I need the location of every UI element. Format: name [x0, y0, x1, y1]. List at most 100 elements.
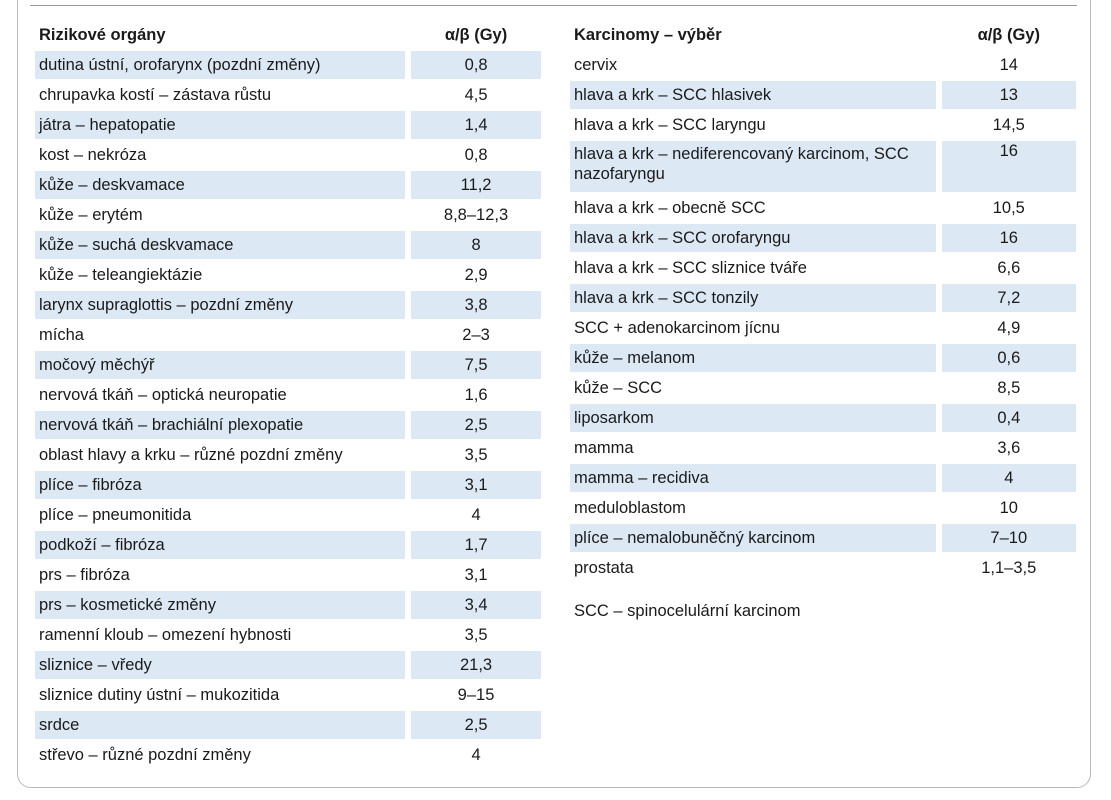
column-header-alpha-beta: α/β (Gy)	[977, 26, 1040, 44]
organs-at-risk-table: Rizikové orgány α/β (Gy) dutina ústní, o…	[35, 19, 541, 771]
row-value: 3,1	[411, 471, 541, 499]
table-header-row: Rizikové orgány α/β (Gy)	[35, 21, 541, 49]
row-label: kůže – deskvamace	[35, 171, 406, 199]
table-row: hlava a krk – SCC orofaryngu 16	[570, 224, 1076, 252]
row-value: 0,4	[941, 404, 1076, 432]
row-value: 10,5	[992, 199, 1025, 217]
table-row: chrupavka kostí – zástava růstu 4,5	[35, 81, 541, 109]
row-value: 1,4	[411, 111, 541, 139]
row-value: 3,6	[997, 439, 1021, 457]
row-value: 16	[941, 141, 1076, 192]
row-value: 0,8	[464, 146, 488, 164]
row-label: ramenní kloub – omezení hybnosti	[39, 626, 292, 644]
table-row: mamma 3,6	[570, 434, 1076, 462]
column-header-carcinoma: Karcinomy – výběr	[574, 26, 722, 44]
table-row: SCC + adenokarcinom jícnu 4,9	[570, 314, 1076, 342]
row-label: játra – hepatopatie	[35, 111, 406, 139]
table-row: nervová tkáň – optická neuropatie 1,6	[35, 381, 541, 409]
row-label: hlava a krk – obecně SCC	[574, 199, 766, 217]
row-value: 21,3	[411, 651, 541, 679]
table-row: kůže – SCC 8,5	[570, 374, 1076, 402]
table-row: plíce – fibróza 3,1	[35, 471, 541, 499]
table-row: cervix 14	[570, 51, 1076, 79]
row-value: 3,4	[411, 591, 541, 619]
table-row: kůže – suchá deskvamace 8	[35, 231, 541, 259]
row-value: 7,5	[411, 351, 541, 379]
table-row: sliznice – vředy 21,3	[35, 651, 541, 679]
column-header-organ: Rizikové orgány	[39, 26, 166, 44]
table-row: kůže – teleangiektázie 2,9	[35, 261, 541, 289]
row-value: 7–10	[941, 524, 1076, 552]
table-row: prostata 1,1–3,5	[570, 554, 1076, 582]
row-label: plíce – pneumonitida	[39, 506, 192, 524]
row-label: meduloblastom	[574, 499, 686, 517]
table-row: hlava a krk – SCC tonzily 7,2	[570, 284, 1076, 312]
row-label: hlava a krk – SCC tonzily	[570, 284, 936, 312]
table-row: mícha 2–3	[35, 321, 541, 349]
row-value: 8	[411, 231, 541, 259]
row-label: kůže – suchá deskvamace	[35, 231, 406, 259]
table-row: kůže – deskvamace 11,2	[35, 171, 541, 199]
row-value: 3,5	[464, 626, 488, 644]
table-row: ramenní kloub – omezení hybnosti 3,5	[35, 621, 541, 649]
row-label: kůže – teleangiektázie	[39, 266, 203, 284]
footnote: SCC – spinocelulární karcinom	[574, 602, 801, 620]
row-label: prs – kosmetické změny	[35, 591, 406, 619]
row-value: 7,2	[941, 284, 1076, 312]
row-value: 2–3	[462, 326, 490, 344]
row-value: 14,5	[992, 116, 1025, 134]
row-label: podkoží – fibróza	[35, 531, 406, 559]
table-row: srdce 2,5	[35, 711, 541, 739]
row-value: 9–15	[457, 686, 495, 704]
row-label: kůže – erytém	[39, 206, 143, 224]
row-label: hlava a krk – SCC hlasivek	[570, 81, 936, 109]
row-value: 8,8–12,3	[443, 206, 509, 224]
row-label: dutina ústní, orofarynx (pozdní změny)	[35, 51, 406, 79]
row-label: kůže – SCC	[574, 379, 663, 397]
row-label: plíce – nemalobuněčný karcinom	[570, 524, 936, 552]
table-row: podkoží – fibróza 1,7	[35, 531, 541, 559]
row-label: kost – nekróza	[39, 146, 147, 164]
row-value: 13	[941, 81, 1076, 109]
table-row: játra – hepatopatie 1,4	[35, 111, 541, 139]
table-row: nervová tkáň – brachiální plexopatie 2,5	[35, 411, 541, 439]
row-value: 3,1	[464, 566, 488, 584]
table-row: dutina ústní, orofarynx (pozdní změny) 0,…	[35, 51, 541, 79]
row-label: prs – fibróza	[39, 566, 130, 584]
row-value: 8,5	[997, 379, 1021, 397]
row-label: chrupavka kostí – zástava růstu	[39, 86, 272, 104]
row-label: nervová tkáň – brachiální plexopatie	[35, 411, 406, 439]
row-label: kůže – melanom	[570, 344, 936, 372]
table-row: močový měchýř 7,5	[35, 351, 541, 379]
table-row: hlava a krk – SCC laryngu 14,5	[570, 111, 1076, 139]
row-value: 4	[471, 506, 481, 524]
row-label: hlava a krk – SCC sliznice tváře	[574, 259, 807, 277]
row-value: 11,2	[411, 171, 541, 199]
row-label: sliznice – vředy	[35, 651, 406, 679]
table-row: kost – nekróza 0,8	[35, 141, 541, 169]
row-label: cervix	[574, 56, 618, 74]
table-row: oblast hlavy a krku – různé pozdní změny…	[35, 441, 541, 469]
row-value: 3,8	[411, 291, 541, 319]
row-value: 2,9	[464, 266, 488, 284]
row-value: 0,8	[411, 51, 541, 79]
row-value: 4,5	[464, 86, 488, 104]
row-value: 1,1–3,5	[981, 559, 1037, 577]
row-value: 2,5	[411, 411, 541, 439]
table-row: plíce – nemalobuněčný karcinom 7–10	[570, 524, 1076, 552]
row-value: 4	[471, 746, 481, 764]
table-row: prs – fibróza 3,1	[35, 561, 541, 589]
table-row: liposarkom 0,4	[570, 404, 1076, 432]
row-value: 1,7	[411, 531, 541, 559]
table-row: hlava a krk – obecně SCC 10,5	[570, 194, 1076, 222]
table-row: kůže – erytém 8,8–12,3	[35, 201, 541, 229]
row-value: 4	[941, 464, 1076, 492]
table-row: hlava a krk – SCC hlasivek 13	[570, 81, 1076, 109]
row-label: hlava a krk – SCC orofaryngu	[570, 224, 936, 252]
row-label: mamma	[574, 439, 634, 457]
row-value: 6,6	[997, 259, 1021, 277]
row-label: liposarkom	[570, 404, 936, 432]
table-header-row: Karcinomy – výběr α/β (Gy)	[570, 21, 1076, 49]
top-rule	[30, 5, 1077, 6]
row-label: nervová tkáň – optická neuropatie	[39, 386, 287, 404]
